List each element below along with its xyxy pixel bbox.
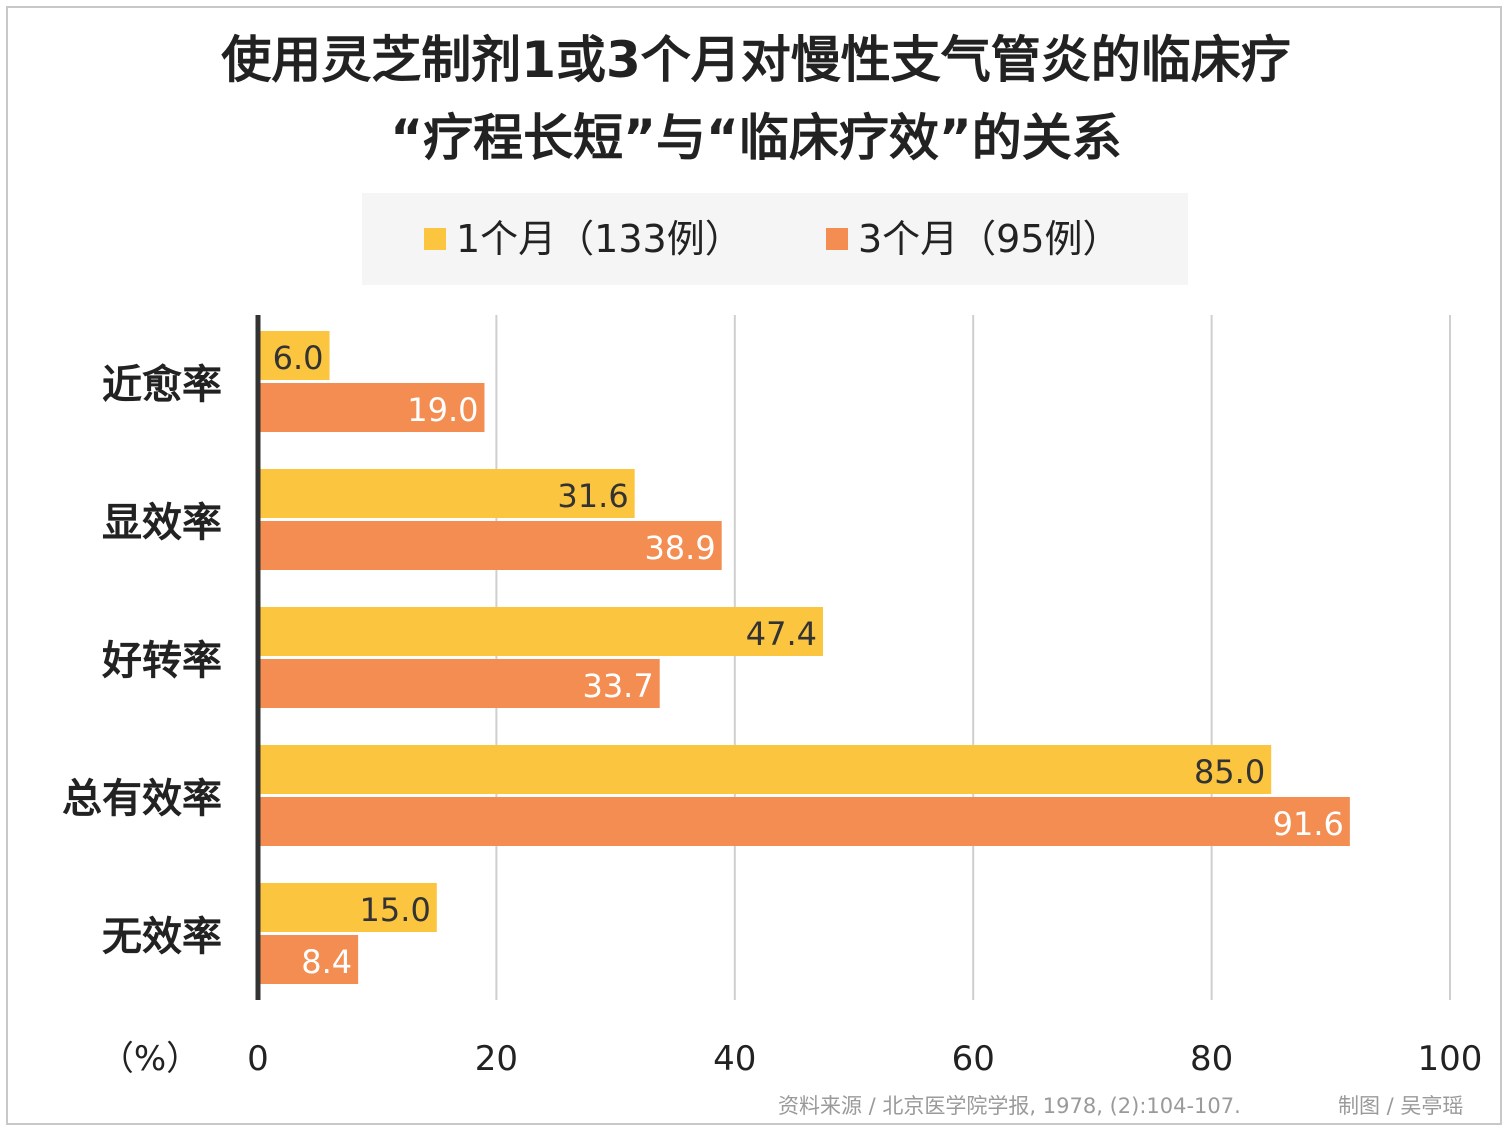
x-tick-label-80: 80	[1190, 1039, 1233, 1079]
data-label-s1-4: 15.0	[360, 891, 431, 929]
data-label-s2-0: 19.0	[407, 391, 478, 429]
data-label-s1-0: 6.0	[273, 339, 324, 377]
x-tick-label-60: 60	[952, 1039, 995, 1079]
chart-legend: 1个月（133例） 3个月（95例）	[362, 193, 1188, 285]
bar-s2-2	[258, 659, 660, 708]
chart-title-line-2: “疗程长短”与“临床疗效”的关系	[390, 109, 1122, 167]
x-tick-label-100: 100	[1418, 1039, 1483, 1079]
data-label-s1-1: 31.6	[557, 477, 628, 515]
data-label-s2-3: 91.6	[1273, 805, 1344, 843]
x-tick-label-20: 20	[475, 1039, 518, 1079]
legend-label-series-2: 3个月（95例）	[858, 217, 1121, 261]
bar-s1-1	[258, 469, 635, 518]
chart-credit: 制图 / 吴亭瑶	[1338, 1094, 1464, 1118]
data-label-s2-2: 33.7	[582, 667, 653, 705]
category-label-4: 无效率	[102, 914, 222, 960]
legend-item-series-2: 3个月（95例）	[826, 215, 1121, 263]
x-axis-unit-label: （%）	[100, 1039, 200, 1079]
category-label-2: 好转率	[101, 638, 222, 684]
bar-s1-3	[258, 745, 1272, 794]
legend-item-series-1: 1个月（133例）	[424, 215, 743, 263]
data-label-s2-4: 8.4	[301, 943, 352, 981]
data-source-note: 资料来源 / 北京医学院学报, 1978, (2):104-107.	[778, 1094, 1241, 1118]
data-label-s2-1: 38.9	[644, 529, 715, 567]
category-label-3: 总有效率	[62, 776, 222, 822]
legend-swatch-series-1	[424, 227, 446, 250]
bar-s1-2	[258, 607, 824, 656]
bar-s2-3	[258, 797, 1350, 846]
x-tick-label-0: 0	[247, 1039, 269, 1079]
bar-s2-0	[258, 383, 485, 432]
legend-swatch-series-2	[826, 227, 848, 250]
chart-title-line-1: 使用灵芝制剂1或3个月对慢性支气管炎的临床疗	[221, 31, 1291, 89]
bar-s1-0	[258, 331, 330, 380]
chart-frame	[6, 6, 1502, 1125]
data-label-s1-2: 47.4	[746, 615, 817, 653]
category-label-0: 近愈率	[102, 362, 222, 408]
bar-s2-1	[258, 521, 722, 570]
category-label-1: 显效率	[102, 500, 222, 546]
bar-s1-4	[258, 883, 437, 932]
legend-label-series-1: 1个月（133例）	[456, 217, 743, 261]
data-label-s1-3: 85.0	[1194, 753, 1265, 791]
x-tick-label-40: 40	[713, 1039, 756, 1079]
bar-s2-4	[258, 935, 359, 984]
